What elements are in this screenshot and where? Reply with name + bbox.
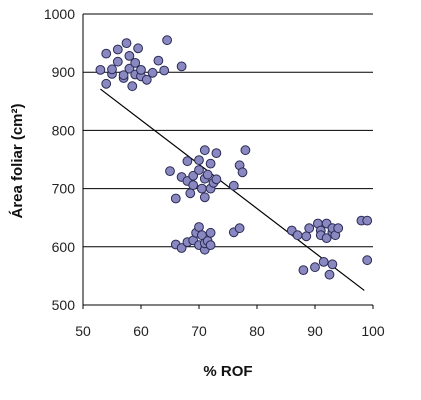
- data-point: [107, 64, 117, 75]
- data-point: [133, 43, 144, 54]
- data-point: [112, 56, 123, 67]
- data-point: [159, 65, 170, 76]
- data-point: [153, 55, 164, 66]
- data-point: [101, 48, 112, 59]
- y-tick-label: 600: [52, 239, 76, 255]
- data-point: [188, 170, 199, 181]
- data-point: [234, 223, 245, 234]
- x-tick-label: 90: [307, 323, 323, 339]
- data-point: [240, 145, 251, 156]
- data-point: [127, 81, 138, 92]
- data-point: [188, 180, 199, 191]
- data-point: [362, 255, 373, 266]
- data-point: [141, 74, 152, 85]
- data-point: [292, 230, 303, 241]
- x-axis-title: % ROF: [203, 363, 252, 380]
- x-tick-label: 80: [249, 323, 265, 339]
- data-point: [185, 188, 196, 199]
- data-point: [165, 166, 175, 177]
- y-tick-label: 800: [52, 122, 76, 138]
- data-point: [118, 70, 129, 80]
- data-point: [112, 44, 123, 55]
- data-point: [237, 167, 248, 178]
- data-point: [162, 35, 173, 46]
- data-point: [333, 223, 344, 234]
- data-point: [194, 222, 204, 232]
- data-point: [205, 240, 216, 251]
- data-point: [197, 183, 207, 194]
- data-points: [95, 35, 373, 280]
- axes: [82, 14, 374, 309]
- data-point: [228, 180, 239, 191]
- data-point: [176, 61, 187, 72]
- data-point: [205, 158, 216, 169]
- data-point: [124, 63, 135, 74]
- x-tick-label: 60: [133, 323, 149, 339]
- y-tick-labels: 500 600 700 800 900 1000: [44, 6, 75, 313]
- x-tick-label: 100: [361, 323, 385, 339]
- y-tick-label: 500: [52, 297, 76, 313]
- data-point: [182, 156, 193, 167]
- y-tick-label: 900: [52, 64, 76, 80]
- data-point: [318, 257, 329, 267]
- data-point: [170, 193, 181, 204]
- data-point: [211, 148, 222, 159]
- x-tick-labels: 50 60 70 80 90 100: [75, 323, 385, 339]
- y-tick-label: 700: [52, 181, 76, 197]
- data-point: [304, 223, 315, 234]
- data-point: [205, 227, 216, 238]
- data-point: [301, 231, 312, 242]
- data-point: [176, 243, 187, 253]
- data-point: [199, 145, 210, 156]
- data-point: [101, 78, 112, 89]
- x-tick-label: 70: [191, 323, 207, 339]
- data-point: [298, 265, 309, 276]
- data-point: [121, 38, 132, 48]
- data-point: [199, 192, 210, 203]
- data-point: [202, 169, 213, 180]
- data-point: [95, 65, 106, 75]
- data-point: [321, 233, 332, 244]
- data-point: [130, 58, 141, 68]
- data-point: [327, 259, 338, 270]
- data-point: [147, 67, 158, 78]
- data-point: [362, 215, 373, 226]
- y-axis-title: Área foliar (cm²): [9, 103, 26, 218]
- data-point: [124, 51, 135, 61]
- data-point: [211, 174, 222, 185]
- data-point: [194, 155, 204, 166]
- data-point: [136, 65, 146, 75]
- data-point: [324, 269, 335, 280]
- x-tick-label: 50: [75, 323, 91, 339]
- y-tick-label: 1000: [44, 6, 75, 22]
- data-point: [310, 262, 320, 273]
- data-point: [194, 165, 204, 175]
